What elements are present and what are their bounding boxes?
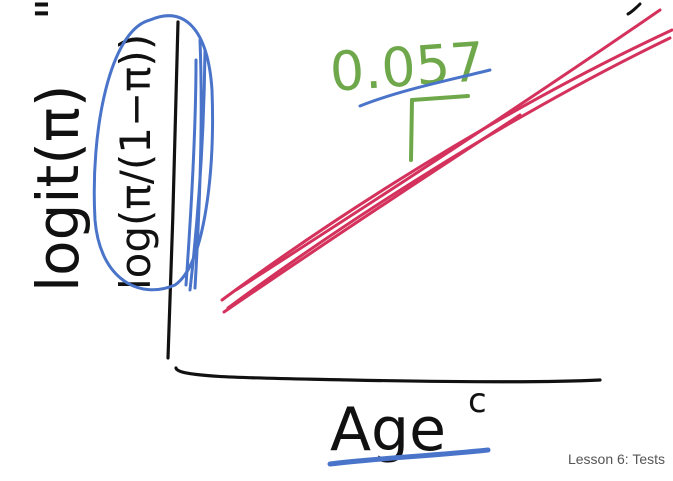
fitted-line-stroke-1: [220, 28, 673, 302]
footer-text: Lesson 6: Tests: [567, 451, 665, 467]
slope-value: 0.057: [328, 30, 487, 104]
x-label-underline: [327, 447, 491, 467]
alt-label-group: log(π/(1−π)): [92, 14, 214, 292]
slope-underline: [358, 68, 492, 108]
fitted-line: [220, 8, 673, 314]
partial-stroke: [626, 2, 642, 16]
blue-scribble: [184, 38, 207, 292]
fitted-line-stroke-4: [222, 113, 522, 314]
slope-annotation: 0.057: [328, 30, 492, 162]
fitted-line-stroke-2: [226, 36, 672, 310]
circle-annotation: [92, 14, 214, 292]
slope-step-vertical: [409, 98, 414, 162]
y-axis: [166, 20, 180, 360]
x-axis-label: Age c: [327, 381, 491, 467]
fitted-line-stroke-3: [234, 8, 662, 292]
slope-step-horizontal: [410, 94, 470, 102]
y-axis-label: logit(π) ": [24, 0, 92, 292]
y-label-alt: log(π/(1−π)): [111, 34, 160, 290]
y-label-quote: ": [26, 0, 82, 20]
x-axis: [174, 366, 602, 384]
x-label-superscript: c: [468, 381, 487, 421]
y-label-main: logit(π): [24, 85, 92, 292]
axes: [166, 20, 602, 384]
